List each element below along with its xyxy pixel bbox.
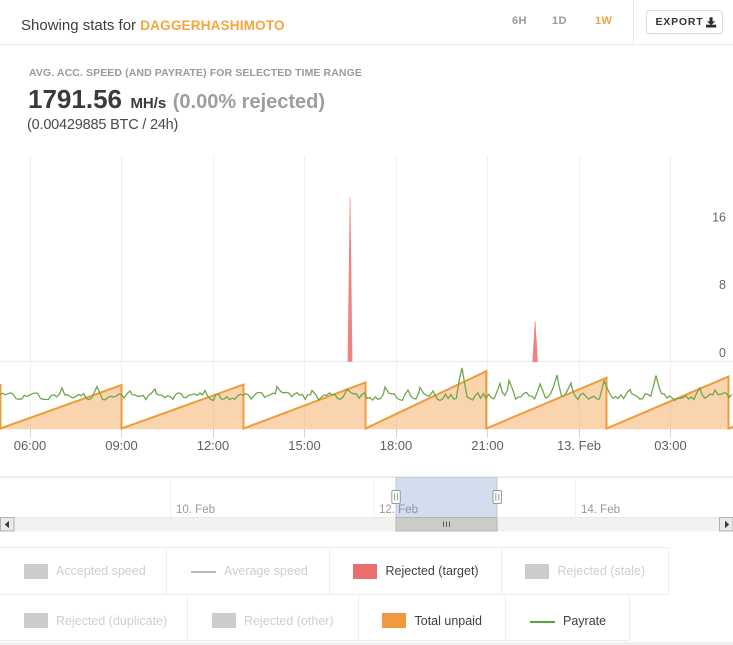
svg-text:8: 8 bbox=[719, 278, 726, 292]
svg-text:09:00: 09:00 bbox=[105, 438, 138, 453]
svg-text:21:00: 21:00 bbox=[471, 438, 504, 453]
svg-text:10. Feb: 10. Feb bbox=[176, 504, 215, 516]
svg-text:15:00: 15:00 bbox=[288, 438, 321, 453]
svg-text:13. Feb: 13. Feb bbox=[557, 438, 601, 453]
svg-text:14. Feb: 14. Feb bbox=[581, 504, 620, 516]
svg-text:16: 16 bbox=[712, 211, 726, 225]
svg-text:12:00: 12:00 bbox=[197, 438, 230, 453]
svg-text:18:00: 18:00 bbox=[380, 438, 413, 453]
svg-text:0: 0 bbox=[719, 346, 726, 360]
svg-text:03:00: 03:00 bbox=[654, 438, 687, 453]
svg-text:06:00: 06:00 bbox=[14, 438, 47, 453]
svg-text:12. Feb: 12. Feb bbox=[379, 504, 418, 516]
